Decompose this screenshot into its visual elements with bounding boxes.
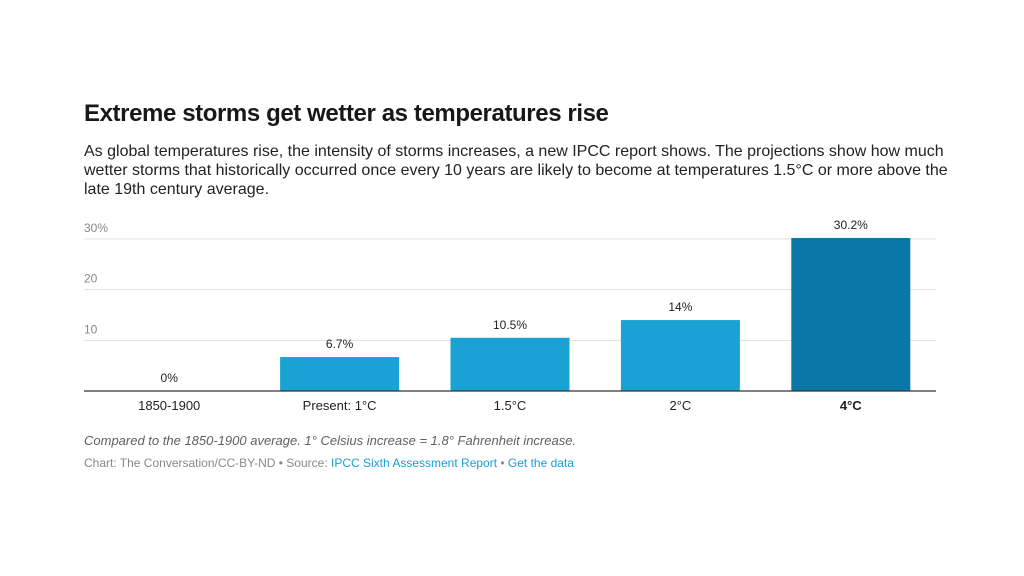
bar[interactable] (280, 357, 400, 391)
get-data-link[interactable]: Get the data (507, 456, 574, 470)
chart-source: Chart: The Conversation/CC-BY-ND • Sourc… (84, 456, 574, 470)
data-separator: • (497, 456, 508, 470)
y-tick-label: 20 (84, 272, 98, 286)
y-tick-label: 10 (84, 322, 98, 336)
data-label: 30.2% (834, 218, 868, 232)
chart-subtitle: As global temperatures rise, the intensi… (84, 143, 948, 198)
source-link[interactable]: IPCC Sixth Assessment Report (330, 456, 498, 470)
source-credit: Chart: The Conversation/CC-BY-ND (84, 456, 276, 470)
data-label: 6.7% (326, 337, 354, 351)
bar[interactable] (620, 320, 740, 391)
x-tick-label: 1850-1900 (138, 398, 200, 413)
data-label: 0% (161, 371, 179, 385)
chart-note: Compared to the 1850-1900 average. 1° Ce… (84, 433, 577, 448)
x-tick-label: 4°C (840, 398, 862, 413)
x-tick-label: 2°C (669, 398, 691, 413)
source-separator: • Source: (275, 456, 331, 470)
x-tick-label: 1.5°C (494, 398, 527, 413)
bar[interactable] (450, 337, 570, 391)
bar[interactable] (791, 237, 911, 391)
data-label: 10.5% (493, 318, 527, 332)
data-label: 14% (668, 300, 692, 314)
x-tick-label: Present: 1°C (303, 398, 377, 413)
chart-title: Extreme storms get wetter as temperature… (84, 100, 609, 127)
y-tick-label: 30% (84, 221, 108, 235)
